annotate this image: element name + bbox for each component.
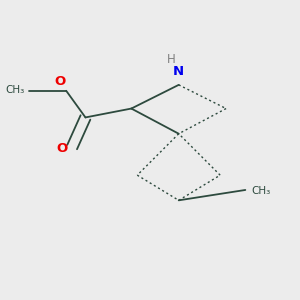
Text: O: O (55, 75, 66, 88)
Text: O: O (56, 142, 68, 155)
Text: N: N (173, 65, 184, 78)
Text: CH₃: CH₃ (5, 85, 25, 95)
Text: CH₃: CH₃ (251, 186, 271, 197)
Text: H: H (167, 53, 176, 66)
